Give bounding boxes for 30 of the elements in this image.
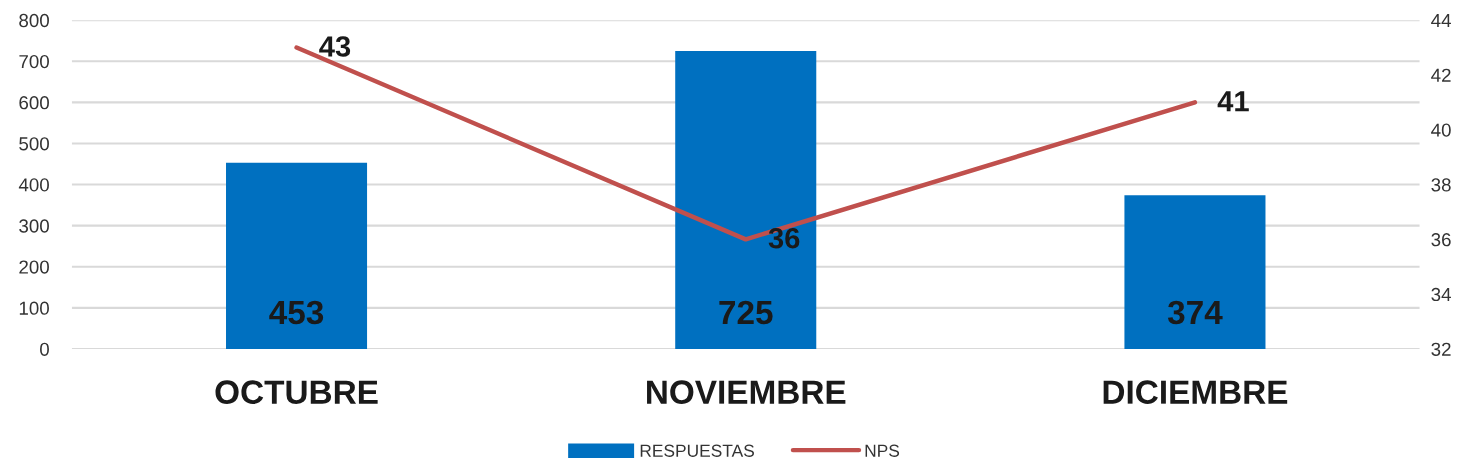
y-tick-label: 300 xyxy=(19,219,49,233)
y-tick-label: 200 xyxy=(19,260,49,274)
data-label: 374 xyxy=(1167,300,1223,325)
y-tick-label: 700 xyxy=(19,54,49,69)
x-tick-label: NOVIEMBRE xyxy=(647,380,846,404)
data-label: 36 xyxy=(768,227,800,249)
y-tick-label: 800 xyxy=(19,13,49,28)
y2-tick-label: 42 xyxy=(1431,68,1451,82)
y-tick-label: 0 xyxy=(40,342,49,356)
y2-tick-label: 44 xyxy=(1431,14,1451,27)
bar xyxy=(226,162,368,349)
bar xyxy=(1124,195,1266,349)
legend-label: NPS xyxy=(865,444,900,457)
y-tick-label: 100 xyxy=(19,301,49,315)
y-tick-label: 400 xyxy=(18,178,49,192)
y2-tick-label: 32 xyxy=(1431,342,1451,356)
x-tick-label: DICIEMBRE xyxy=(1103,380,1288,404)
x-tick-label: OCTUBRE xyxy=(215,380,378,404)
y2-tick-label: 40 xyxy=(1431,123,1451,137)
bar xyxy=(675,50,817,349)
data-label: 725 xyxy=(719,300,773,325)
y-tick-label: 500 xyxy=(19,137,49,151)
y2-tick-label: 38 xyxy=(1431,178,1451,192)
y2-tick-label: 34 xyxy=(1431,287,1451,302)
y2-tick-label: 36 xyxy=(1431,233,1451,247)
y-tick-label: 600 xyxy=(19,96,49,110)
data-label: 41 xyxy=(1217,91,1249,112)
data-label: 43 xyxy=(319,36,351,57)
data-label: 453 xyxy=(269,300,324,325)
legend-label: RESPUESTAS xyxy=(640,444,754,457)
